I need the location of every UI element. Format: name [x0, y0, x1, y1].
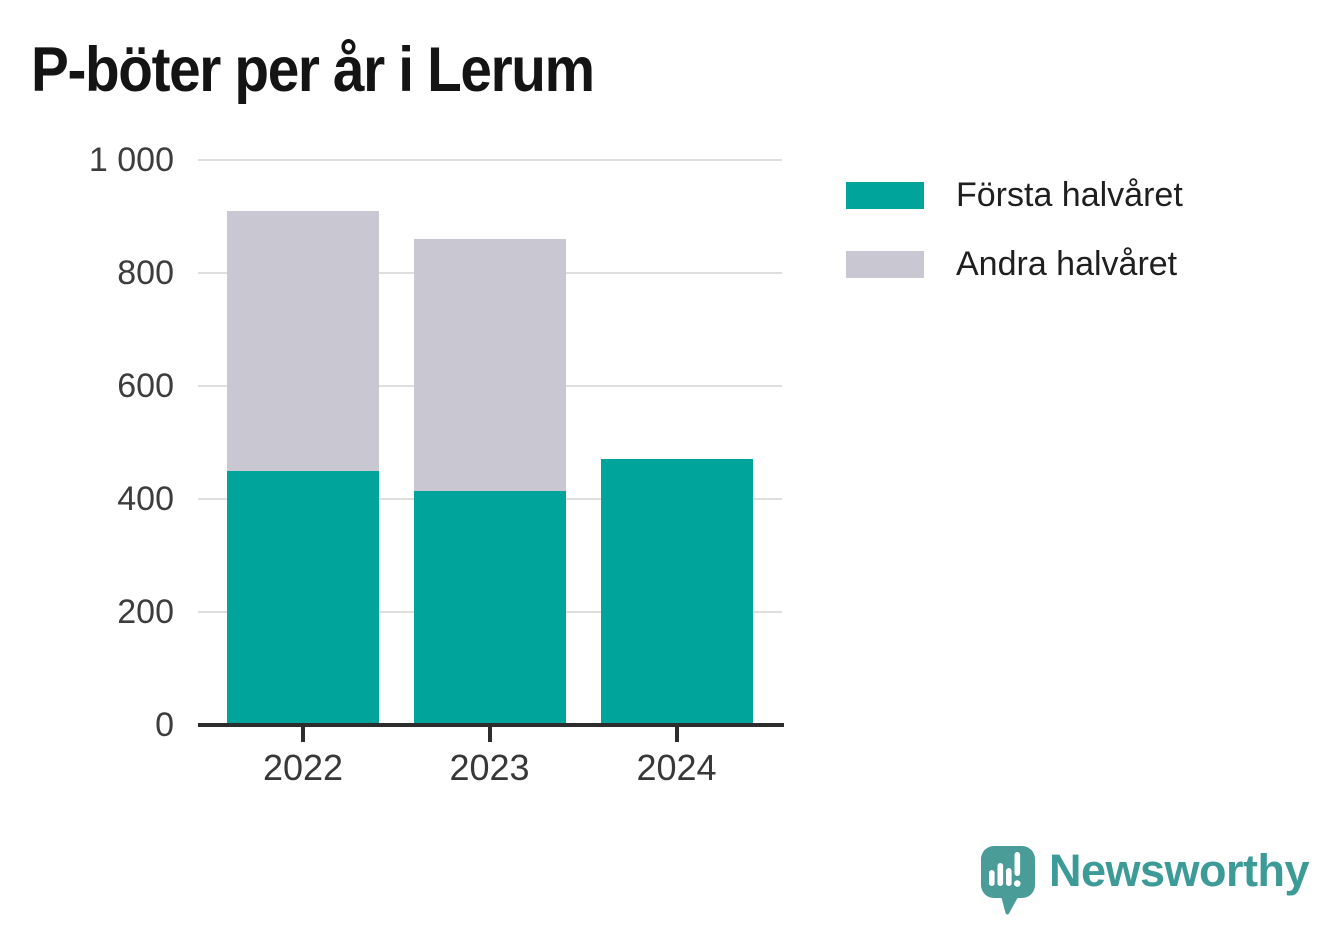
y-tick-label-1000: 1 000 — [88, 141, 174, 179]
x-axis-line — [198, 723, 784, 727]
x-tick-2023 — [487, 727, 492, 742]
legend-item: Första halvåret — [846, 176, 1183, 215]
bar-segment-2024 — [600, 459, 753, 725]
gridline-1000 — [198, 159, 782, 161]
x-tick-label-2022: 2022 — [262, 747, 344, 788]
legend-swatch — [846, 251, 924, 278]
plot-area — [198, 159, 782, 725]
y-tick-label-0: 0 — [155, 706, 174, 744]
y-tick-label-800: 800 — [117, 254, 174, 292]
bar-segment-2022 — [227, 470, 379, 725]
legend-label: Andra halvåret — [956, 245, 1178, 283]
x-tick-label-2023: 2023 — [449, 747, 530, 788]
newsworthy-branding: Newsworthy — [980, 845, 1310, 917]
legend-swatch — [846, 182, 924, 209]
x-tick-label-2024: 2024 — [636, 747, 717, 788]
bar-segment-2023 — [413, 490, 566, 725]
y-tick-label-600: 600 — [117, 367, 174, 405]
bar-segment-2023 — [413, 239, 566, 491]
newsworthy-logo-icon — [981, 846, 1035, 915]
x-tick-2024 — [674, 727, 679, 742]
y-tick-label-400: 400 — [117, 480, 174, 518]
newsworthy-logo-text: Newsworthy — [1049, 845, 1310, 896]
chart-title: P-böter per år i Lerum — [31, 35, 595, 105]
y-tick-label-200: 200 — [117, 593, 174, 631]
legend-label: Första halvåret — [956, 176, 1183, 214]
legend: Första halvåret Andra halvåret — [846, 176, 1183, 284]
bar-segment-2022 — [227, 210, 379, 471]
legend-item: Andra halvåret — [846, 245, 1183, 284]
x-tick-2022 — [301, 727, 305, 742]
